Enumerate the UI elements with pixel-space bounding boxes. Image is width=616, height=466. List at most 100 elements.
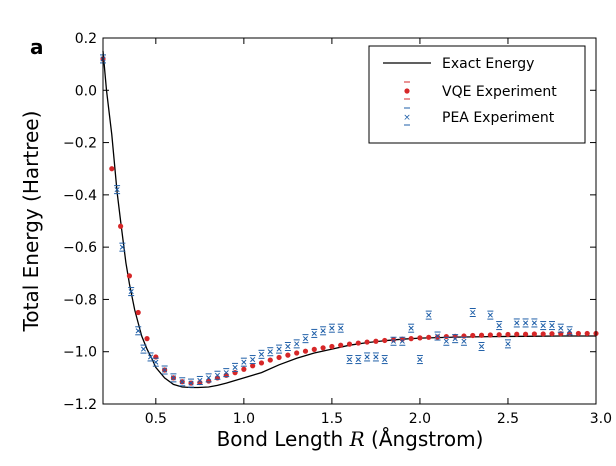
pea-point (114, 185, 121, 195)
pea-point (478, 341, 485, 351)
y-tick-label: −1.0 (63, 345, 97, 361)
panel-label: a (30, 35, 44, 59)
pea-marker-stroke (241, 359, 247, 365)
pea-point (513, 318, 520, 328)
vqe-point (320, 345, 326, 351)
vqe-point (267, 357, 273, 363)
vqe-point (540, 331, 546, 337)
pea-point (311, 328, 318, 338)
vqe-point (496, 332, 502, 338)
pea-point (531, 318, 538, 328)
vqe-point (302, 348, 309, 354)
vqe-point (514, 331, 520, 337)
pea-marker-stroke (523, 320, 529, 326)
x-axis-title-after: (Ångstrom) (365, 427, 484, 451)
y-tick-label: 0.2 (75, 31, 97, 47)
pea-point (328, 323, 335, 333)
pea-marker-stroke (487, 312, 493, 318)
pea-marker-stroke (214, 372, 220, 378)
pea-point (240, 357, 247, 367)
pea-point (179, 377, 186, 387)
pea-marker-stroke (147, 354, 154, 360)
pea-marker-stroke (179, 379, 185, 385)
pea-point (548, 321, 555, 331)
pea-marker-stroke (382, 357, 388, 363)
vqe-point (434, 334, 441, 340)
pea-marker-stroke (408, 325, 414, 331)
pea-point (434, 331, 441, 341)
pea-marker-stroke (514, 320, 520, 326)
pea-point (284, 341, 291, 351)
pea-point (293, 339, 300, 349)
y-tick-label: −0.6 (63, 240, 97, 256)
legend-pea-label: PEA Experiment (442, 110, 555, 126)
pea-marker-stroke (443, 338, 449, 344)
x-axis-title-var: R (349, 427, 365, 451)
vqe-point (417, 335, 423, 341)
legend-vqe-marker (404, 88, 410, 94)
vqe-point (505, 331, 511, 338)
pea-point (128, 287, 135, 297)
pea-point (399, 336, 406, 346)
pea-marker-stroke (567, 328, 573, 334)
pea-point (372, 352, 379, 362)
pea-point (337, 323, 344, 333)
pea-marker-stroke (258, 351, 265, 357)
pea-marker-stroke (364, 354, 370, 360)
pea-marker-stroke (114, 187, 120, 193)
pea-marker-stroke (276, 346, 282, 352)
pea-marker-stroke (452, 336, 458, 342)
pea-point (408, 323, 415, 333)
vqe-point (584, 330, 590, 337)
legend-pea-marker: × (403, 113, 411, 123)
vqe-point (135, 309, 141, 316)
vqe-point (285, 352, 291, 358)
vqe-point (109, 166, 115, 172)
pea-marker-stroke (206, 375, 212, 381)
pea-point (223, 368, 230, 378)
y-tick-label: −0.8 (63, 292, 97, 308)
series-layer (100, 51, 599, 389)
vqe-point (126, 273, 133, 279)
pea-marker-stroke (461, 338, 467, 344)
pea-marker-stroke (267, 349, 273, 355)
plot-area (100, 37, 599, 405)
vqe-point (355, 340, 361, 346)
pea-marker-stroke (346, 357, 353, 363)
pea-point (119, 242, 126, 252)
vqe-point (531, 331, 537, 337)
pea-point (152, 357, 159, 367)
pea-marker-stroke (390, 338, 397, 344)
pea-marker-stroke (496, 323, 502, 329)
pea-point (469, 308, 476, 317)
x-tick-label: 2.0 (409, 411, 431, 427)
pea-marker-stroke (338, 325, 344, 331)
x-tick-label: 0.5 (145, 411, 167, 427)
vqe-point (461, 333, 467, 339)
pea-marker-stroke (531, 320, 537, 326)
y-tick-label: −0.2 (63, 136, 97, 152)
pea-marker-stroke (434, 333, 441, 339)
pea-point (214, 370, 221, 380)
pea-point (276, 344, 283, 354)
vqe-point (426, 334, 432, 340)
pea-point (258, 349, 265, 359)
pea-marker-stroke (170, 375, 176, 381)
pea-point (170, 373, 177, 383)
pea-marker-stroke (223, 370, 229, 376)
pea-point (147, 352, 154, 362)
pea-marker-stroke (294, 341, 300, 347)
vqe-point (470, 332, 476, 339)
pea-point (522, 318, 529, 328)
pea-marker-stroke (119, 244, 125, 250)
pea-point (135, 326, 142, 336)
pea-marker-stroke (250, 357, 256, 363)
pea-marker-stroke (479, 343, 485, 350)
pea-marker-stroke (311, 330, 317, 336)
vqe-point (144, 336, 150, 342)
vqe-point (443, 333, 449, 340)
y-tick-label: 0.0 (75, 83, 97, 99)
pea-marker-stroke (399, 338, 405, 344)
pea-point (425, 310, 432, 320)
pea-marker-stroke (329, 325, 335, 331)
